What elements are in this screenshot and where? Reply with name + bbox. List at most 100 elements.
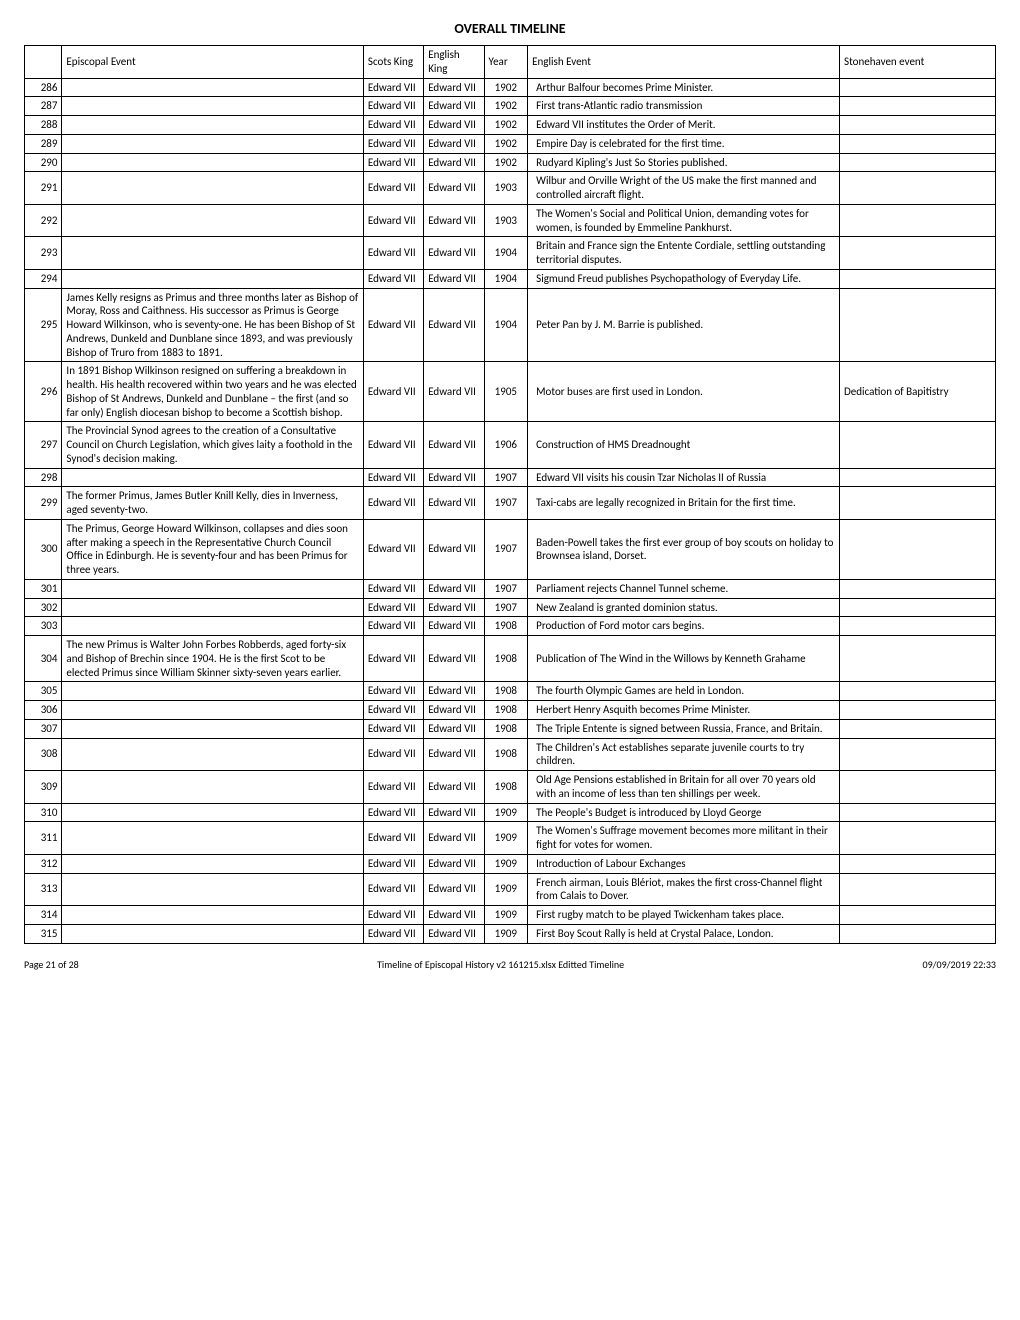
cell-st [840,636,996,682]
cell-yr: 1904 [484,269,528,288]
cell-idx: 302 [25,598,62,617]
cell-yr: 1909 [484,924,528,943]
cell-ev: The fourth Olympic Games are held in Lon… [528,682,840,701]
cell-st [840,771,996,804]
cell-ek: Edward VII [424,924,484,943]
cell-idx: 303 [25,617,62,636]
cell-st [840,598,996,617]
cell-st [840,237,996,270]
cell-ev: Peter Pan by J. M. Barrie is published. [528,288,840,362]
cell-st [840,738,996,771]
cell-sk: Edward VII [363,854,423,873]
cell-ev: Rudyard Kipling's Just So Stories publis… [528,153,840,172]
cell-ek: Edward VII [424,78,484,97]
cell-ev: Arthur Balfour becomes Prime Minister. [528,78,840,97]
cell-ek: Edward VII [424,134,484,153]
cell-ev: Motor buses are first used in London. [528,362,840,422]
cell-ek: Edward VII [424,873,484,906]
cell-ep [62,97,363,116]
cell-idx: 294 [25,269,62,288]
cell-sk: Edward VII [363,701,423,720]
table-row: 306Edward VIIEdward VII1908Herbert Henry… [25,701,996,720]
table-row: 289Edward VIIEdward VII1902Empire Day is… [25,134,996,153]
cell-sk: Edward VII [363,924,423,943]
cell-yr: 1907 [484,487,528,520]
cell-sk: Edward VII [363,771,423,804]
cell-ep [62,172,363,205]
cell-st [840,701,996,720]
cell-ek: Edward VII [424,204,484,237]
cell-yr: 1908 [484,682,528,701]
table-row: 293Edward VIIEdward VII1904Britain and F… [25,237,996,270]
cell-yr: 1909 [484,822,528,855]
cell-yr: 1908 [484,771,528,804]
cell-st [840,519,996,579]
cell-ev: Empire Day is celebrated for the first t… [528,134,840,153]
table-row: 287Edward VIIEdward VII1902First trans-A… [25,97,996,116]
cell-idx: 295 [25,288,62,362]
col-scots-king: Scots King [363,46,423,79]
cell-ek: Edward VII [424,237,484,270]
cell-st [840,97,996,116]
cell-idx: 313 [25,873,62,906]
cell-idx: 290 [25,153,62,172]
cell-yr: 1907 [484,468,528,487]
cell-ep [62,738,363,771]
table-row: 304The new Primus is Walter John Forbes … [25,636,996,682]
cell-idx: 286 [25,78,62,97]
cell-sk: Edward VII [363,172,423,205]
cell-ev: The Women's Suffrage movement becomes mo… [528,822,840,855]
cell-ep [62,468,363,487]
cell-sk: Edward VII [363,362,423,422]
cell-ep [62,204,363,237]
cell-ek: Edward VII [424,269,484,288]
cell-ev: Publication of The Wind in the Willows b… [528,636,840,682]
cell-idx: 297 [25,422,62,468]
cell-idx: 306 [25,701,62,720]
cell-yr: 1902 [484,116,528,135]
cell-st [840,924,996,943]
cell-ep [62,617,363,636]
cell-ev: Baden-Powell takes the first ever group … [528,519,840,579]
cell-ev: The People's Budget is introduced by Llo… [528,803,840,822]
footer-left: Page 21 of 28 [24,958,79,971]
cell-ek: Edward VII [424,362,484,422]
cell-idx: 309 [25,771,62,804]
col-index [25,46,62,79]
cell-ev: Old Age Pensions established in Britain … [528,771,840,804]
cell-yr: 1908 [484,636,528,682]
cell-ep: James Kelly resigns as Primus and three … [62,288,363,362]
cell-ek: Edward VII [424,854,484,873]
cell-sk: Edward VII [363,598,423,617]
cell-sk: Edward VII [363,873,423,906]
cell-yr: 1907 [484,519,528,579]
cell-ek: Edward VII [424,487,484,520]
cell-yr: 1908 [484,719,528,738]
table-row: 291Edward VIIEdward VII1903Wilbur and Or… [25,172,996,205]
cell-yr: 1908 [484,738,528,771]
cell-idx: 307 [25,719,62,738]
cell-ev: Herbert Henry Asquith becomes Prime Mini… [528,701,840,720]
cell-ek: Edward VII [424,97,484,116]
cell-ep [62,682,363,701]
cell-yr: 1908 [484,701,528,720]
cell-ek: Edward VII [424,519,484,579]
cell-ep [62,873,363,906]
table-row: 300The Primus, George Howard Wilkinson, … [25,519,996,579]
cell-idx: 304 [25,636,62,682]
cell-yr: 1903 [484,172,528,205]
table-row: 288Edward VIIEdward VII1902Edward VII in… [25,116,996,135]
table-row: 307Edward VIIEdward VII1908The Triple En… [25,719,996,738]
cell-sk: Edward VII [363,269,423,288]
table-row: 305Edward VIIEdward VII1908The fourth Ol… [25,682,996,701]
cell-sk: Edward VII [363,636,423,682]
cell-ek: Edward VII [424,288,484,362]
cell-st [840,487,996,520]
table-row: 313Edward VIIEdward VII1909French airman… [25,873,996,906]
cell-ep [62,153,363,172]
table-row: 315Edward VIIEdward VII1909First Boy Sco… [25,924,996,943]
cell-st [840,172,996,205]
cell-ek: Edward VII [424,468,484,487]
cell-st [840,78,996,97]
cell-st [840,269,996,288]
